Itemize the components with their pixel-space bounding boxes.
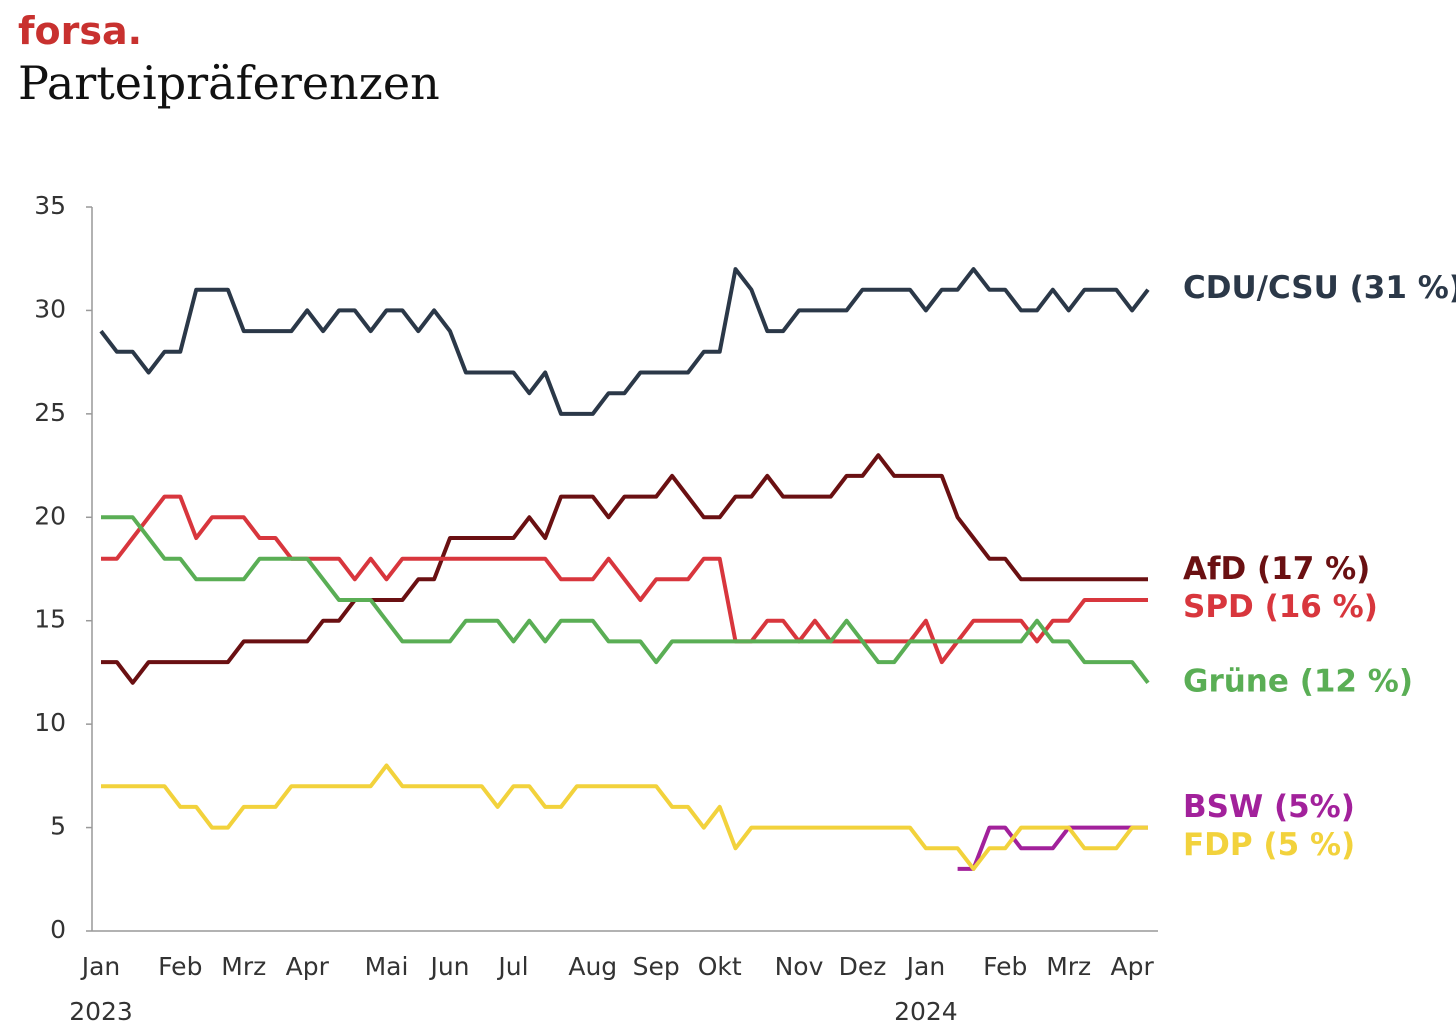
x-tick-label: Jul <box>496 952 528 981</box>
series-line <box>101 763 1148 871</box>
legend-label: FDP (5 %) <box>1183 827 1355 863</box>
x-tick-label: Jan <box>905 952 946 981</box>
legend-label: CDU/CSU (31 %) <box>1183 270 1456 306</box>
y-tick-label: 0 <box>50 915 66 944</box>
y-tick-label: 30 <box>34 294 66 323</box>
y-tick-label: 10 <box>34 708 66 737</box>
x-tick-label: Dez <box>839 952 887 981</box>
series-line <box>101 515 1150 685</box>
y-tick-label: 20 <box>34 501 66 530</box>
y-tick-label: 15 <box>34 605 66 634</box>
x-tick-label: Aug <box>568 952 617 981</box>
y-tick-label: 5 <box>50 812 66 841</box>
legend-label: SPD (16 %) <box>1183 589 1378 625</box>
y-tick-label: 25 <box>34 398 66 427</box>
x-tick-label: Mai <box>365 952 409 981</box>
x-year-label: 2024 <box>894 997 958 1026</box>
series-line <box>99 267 1150 416</box>
chart-title: Parteipräferenzen <box>18 56 440 110</box>
legend-label: BSW (5%) <box>1183 789 1355 825</box>
x-tick-label: Feb <box>158 952 202 981</box>
x-tick-label: Sep <box>633 952 680 981</box>
series-line <box>101 494 1148 665</box>
series-line <box>101 453 1148 685</box>
legend-label: AfD (17 %) <box>1183 551 1370 587</box>
legend-label: Grüne (12 %) <box>1183 663 1413 699</box>
x-tick-label: Mrz <box>1046 952 1091 981</box>
x-tick-label: Mrz <box>221 952 266 981</box>
x-tick-label: Jun <box>428 952 469 981</box>
x-tick-label: Feb <box>983 952 1027 981</box>
series-line <box>957 825 1148 871</box>
y-tick-label: 35 <box>34 191 66 220</box>
x-tick-label: Nov <box>775 952 824 981</box>
x-tick-label: Okt <box>698 952 742 981</box>
brand: forsa. <box>18 9 142 53</box>
x-tick-label: Apr <box>1111 952 1155 981</box>
x-tick-label: Jan <box>80 952 121 981</box>
x-year-label: 2023 <box>69 997 133 1026</box>
x-tick-label: Apr <box>286 952 330 981</box>
